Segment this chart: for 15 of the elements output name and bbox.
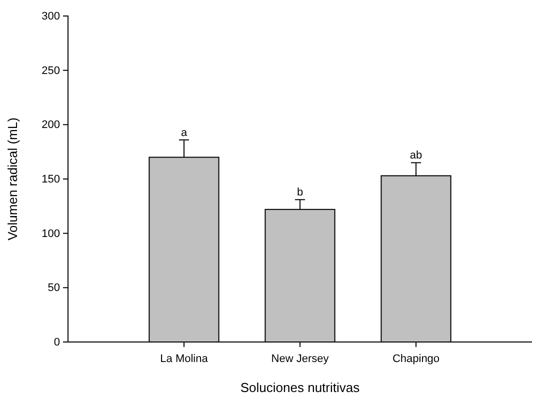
x-tick-label: New Jersey: [271, 353, 330, 366]
x-tick-label: La Molina: [160, 353, 209, 366]
y-tick-label: 50: [48, 282, 60, 294]
y-tick-label: 0: [54, 336, 60, 349]
annotation: ab: [410, 150, 422, 162]
y-tick-label: 250: [42, 64, 60, 77]
y-tick-label: 200: [42, 119, 60, 132]
y-tick-label: 300: [42, 10, 60, 23]
y-tick-label: 150: [42, 174, 60, 186]
y-axis-title: Volumen radical (mL): [5, 118, 20, 240]
x-tick-label: Chapingo: [392, 353, 440, 366]
y-tick-label: 100: [42, 228, 60, 240]
annotation: a: [180, 126, 188, 139]
annotation: b: [296, 186, 304, 199]
x-axis-title: Soluciones nutritivas: [240, 380, 360, 395]
